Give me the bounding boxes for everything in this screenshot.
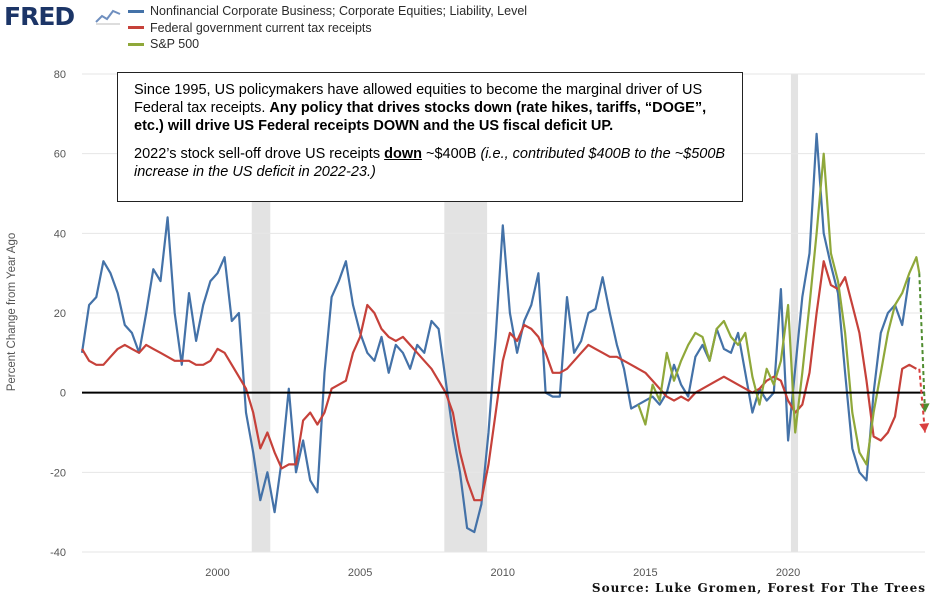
legend-swatch-green [128,42,144,46]
legend-entry: Federal government current tax receipts [128,20,527,37]
legend-label: Nonfinancial Corporate Business; Corpora… [150,4,528,18]
annotation-paragraph-2: 2022’s stock sell-off drove US receipts … [134,145,732,181]
legend-label: S&P 500 [150,37,200,51]
projection-line-1 [918,368,926,433]
x-tick-label: 2005 [348,567,372,579]
legend-label: Federal government current tax receipts [150,20,372,35]
tick-labels: -40 -20 0 20 40 60 80 2000 2005 2010 2015 2020 [50,69,800,579]
series-line-1 [81,260,917,502]
legend-entry: Nonfinancial Corporate Business; Corpora… [128,3,527,20]
y-tick-label: 80 [54,69,66,81]
x-tick-label: 2000 [205,567,229,579]
fred-logo: FRED [4,2,75,31]
projection-arrows [918,273,930,433]
x-tick-label: 2020 [776,567,800,579]
series-lines [80,132,921,534]
annotation-paragraph-1: Since 1995, US policymakers have allowed… [134,81,732,135]
legend: Nonfinancial Corporate Business; Corpora… [128,3,527,53]
x-tick-label: 2015 [633,567,657,579]
annotation-box: Since 1995, US policymakers have allowed… [117,72,743,202]
legend-entry: S&P 500 [128,36,527,53]
annotation-bold-text: Any policy that drives stocks down (rate… [134,100,707,134]
legend-swatch-blue [128,9,144,13]
projection-line-0 [918,273,926,413]
annotation-text: 2022’s stock sell-off drove US receipts [134,146,385,162]
annotation-italic-text: (i.e., contributed $400B to the ~$500B i… [134,146,726,180]
annotation-text: ~$400B [421,146,481,162]
series-line-0 [80,132,911,534]
y-tick-label: 0 [60,388,66,400]
y-tick-label: -40 [50,547,66,559]
y-tick-label: 60 [54,149,66,161]
y-axis-label: Percent Change from Year Ago [6,232,18,392]
projection-arrowhead-0 [919,403,930,413]
legend-swatch-red [128,26,144,30]
y-tick-label: 20 [54,308,66,320]
annotation-underlined-text: down [384,146,422,162]
header: FRED Nonfinancial Corporate Business; Co… [0,0,940,62]
annotation-text: Since 1995, US policymakers have allowed… [134,82,703,116]
projection-arrowhead-1 [919,423,930,433]
y-tick-label: -20 [50,467,66,479]
source-credit: Source: Luke Gromen, Forest For The Tree… [591,581,926,595]
y-tick-label: 40 [54,228,66,240]
x-tick-label: 2010 [491,567,515,579]
fred-chart-icon [95,9,121,25]
series-line-2 [637,152,921,466]
